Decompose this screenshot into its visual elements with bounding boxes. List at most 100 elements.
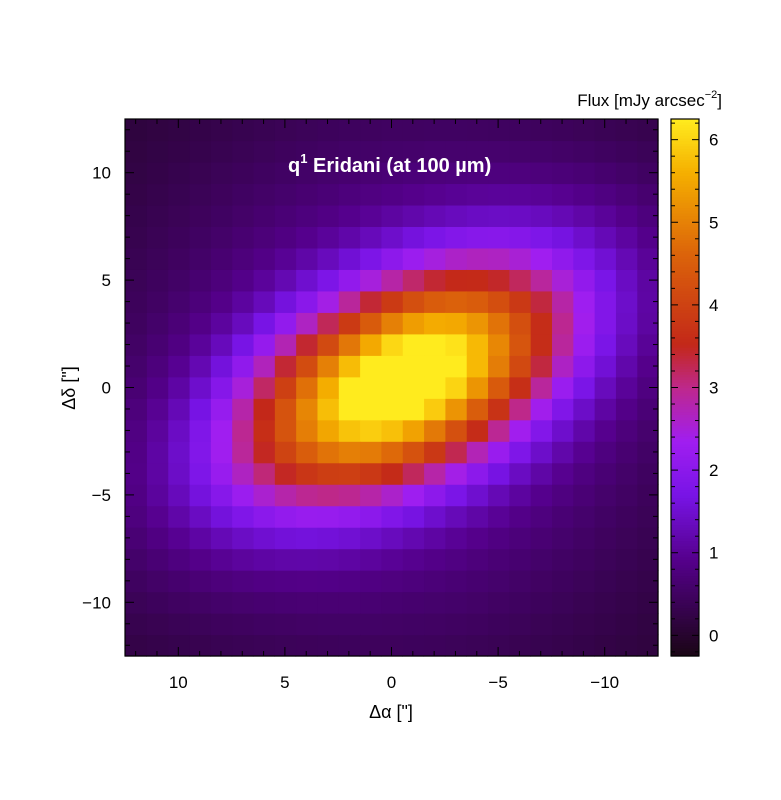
heatmap-cell (594, 140, 616, 163)
heatmap-cell (274, 591, 297, 614)
heatmap-cell (316, 419, 339, 442)
heatmap-cell (188, 570, 211, 593)
heatmap-cell (188, 140, 211, 163)
colorbar-segment (671, 599, 699, 603)
heatmap-cell (594, 355, 616, 378)
heatmap-cell (615, 505, 638, 528)
heatmap-cell (252, 161, 275, 185)
heatmap-cell (316, 247, 339, 270)
heatmap-cell (338, 247, 361, 270)
heatmap-cell (402, 183, 425, 206)
heatmap-cell (594, 269, 616, 292)
colorbar-segment (671, 167, 699, 171)
heatmap-cell (188, 441, 211, 464)
heatmap-cell (423, 441, 446, 464)
y-axis-label: Δδ ["] (59, 366, 79, 409)
heatmap-cell (508, 398, 531, 421)
heatmap-cell (167, 161, 190, 185)
heatmap-cell (444, 161, 467, 185)
heatmap-cell (167, 462, 190, 485)
heatmap-cell (125, 333, 147, 356)
heatmap-cell (125, 119, 147, 142)
heatmap-cell (252, 591, 275, 614)
colorbar-segment (671, 417, 699, 421)
colorbar-segment (671, 392, 699, 397)
heatmap-cell (594, 462, 616, 485)
colorbar-segment (671, 202, 699, 206)
heatmap-cell (423, 548, 446, 571)
colorbar-segment (671, 347, 699, 351)
heatmap-cell (380, 441, 403, 464)
heatmap-cell (636, 183, 659, 206)
colorbar-segment (671, 486, 699, 491)
title-rest: Eridani (at 100 µm) (307, 155, 491, 177)
heatmap-cell (252, 419, 275, 442)
heatmap-cell (167, 312, 190, 335)
heatmap-cell (274, 161, 297, 185)
colorbar-segment (671, 642, 699, 646)
heatmap-cell (167, 204, 190, 227)
colorbar-segment (671, 368, 699, 372)
heatmap-cell (572, 419, 595, 442)
heatmap-cell (615, 140, 638, 163)
colorbar-segment (671, 247, 699, 252)
colorbar-segment (671, 551, 699, 555)
heatmap-cell (551, 140, 574, 163)
heatmap-cell (551, 376, 574, 399)
colorbar-tick-label: 6 (709, 131, 718, 150)
heatmap-cell (530, 247, 552, 270)
heatmap-cell (210, 419, 233, 442)
heatmap-cell (636, 290, 659, 313)
heatmap-cell (508, 269, 531, 292)
colorbar-segment (671, 191, 699, 195)
colorbar-segment (671, 460, 699, 464)
colorbar-segment (671, 293, 699, 297)
colorbar-segment (671, 484, 699, 488)
colorbar-segment (671, 277, 699, 281)
heatmap-cell (636, 398, 659, 421)
heatmap-cell (572, 505, 595, 528)
heatmap-cell (466, 376, 489, 399)
heatmap-cell (444, 140, 467, 163)
heatmap-cell (380, 484, 403, 507)
heatmap-cell (572, 269, 595, 292)
heatmap-cell (125, 527, 147, 550)
heatmap-cell (615, 398, 638, 421)
heatmap-cell (359, 183, 382, 206)
heatmap-cell (551, 484, 574, 507)
heatmap-cell (274, 505, 297, 528)
heatmap-cell (125, 398, 147, 421)
colorbar-segment (671, 610, 699, 614)
colorbar-segment (671, 242, 699, 246)
heatmap-cell (338, 548, 361, 571)
heatmap-cell (210, 204, 233, 227)
heatmap-cell (338, 140, 361, 163)
colorbar-segment (671, 637, 699, 641)
heatmap-cell (594, 570, 616, 593)
heatmap-cell (359, 333, 382, 356)
heatmap-cell (487, 591, 510, 614)
colorbar-segment (671, 586, 699, 590)
heatmap-cell (359, 591, 382, 614)
heatmap-cell (380, 247, 403, 270)
heatmap-cell (466, 312, 489, 335)
heatmap-cell (508, 376, 531, 399)
heatmap-cell (530, 548, 552, 571)
heatmap-cell (572, 183, 595, 206)
heatmap-cell (572, 462, 595, 485)
colorbar-segment (671, 288, 699, 292)
heatmap-cell (316, 119, 339, 142)
heatmap-cell (508, 290, 531, 313)
heatmap-cell (146, 591, 169, 614)
heatmap-cell (466, 484, 489, 507)
heatmap-cell (252, 119, 275, 142)
colorbar-segment (671, 443, 699, 448)
heatmap-cell (146, 355, 169, 378)
colorbar-segment (671, 395, 699, 399)
colorbar-segment (671, 621, 699, 625)
heatmap-cell (615, 634, 638, 657)
colorbar-segment (671, 626, 699, 630)
heatmap-cell (380, 140, 403, 163)
colorbar-segment (671, 607, 699, 611)
heatmap-cell (231, 183, 254, 206)
